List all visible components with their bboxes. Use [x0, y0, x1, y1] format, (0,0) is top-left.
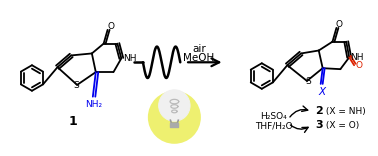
Text: O: O: [107, 22, 114, 31]
Text: S: S: [73, 81, 79, 90]
Text: O: O: [356, 61, 363, 70]
Text: O: O: [336, 20, 343, 29]
Text: NH: NH: [124, 54, 137, 63]
Text: NH: NH: [350, 53, 364, 62]
Text: (X = NH): (X = NH): [323, 107, 366, 116]
Text: MeOH: MeOH: [183, 53, 215, 63]
Text: 2: 2: [315, 106, 322, 116]
Text: 3: 3: [315, 120, 322, 130]
Text: X: X: [318, 87, 325, 97]
Text: 1: 1: [69, 115, 77, 128]
Text: S: S: [305, 77, 311, 86]
Text: H₂SO₄: H₂SO₄: [260, 112, 287, 121]
Ellipse shape: [159, 90, 190, 121]
Text: NH₂: NH₂: [85, 100, 102, 109]
Text: THF/H₂O: THF/H₂O: [255, 122, 292, 131]
Text: (X = O): (X = O): [323, 121, 359, 130]
Circle shape: [148, 91, 201, 144]
Text: air: air: [192, 44, 206, 54]
